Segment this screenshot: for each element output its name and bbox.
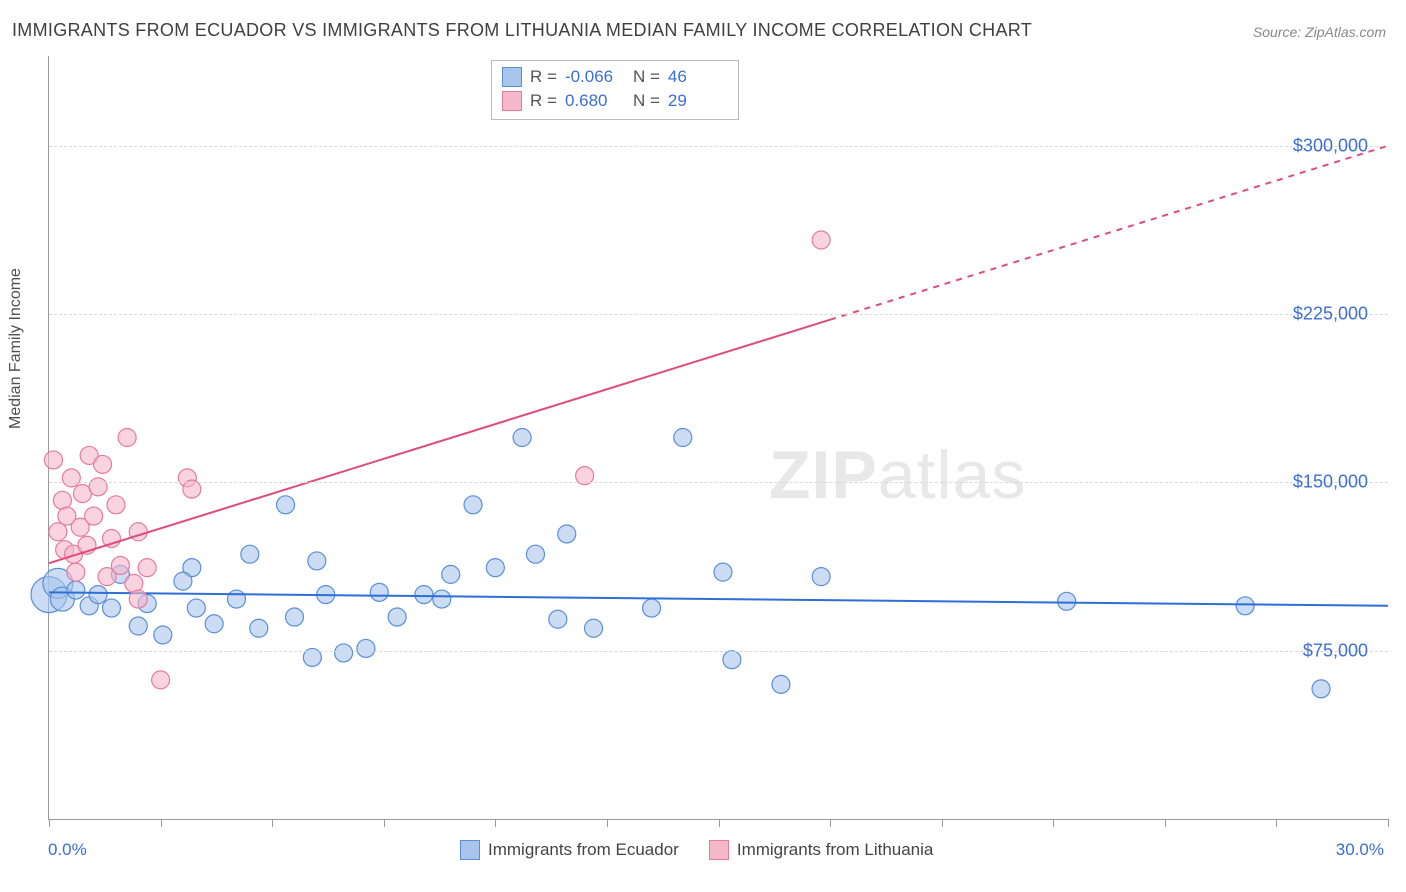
x-tick [1388, 819, 1389, 827]
x-max-label: 30.0% [1336, 840, 1384, 860]
chart-title: IMMIGRANTS FROM ECUADOR VS IMMIGRANTS FR… [12, 20, 1032, 41]
data-point [85, 507, 103, 525]
x-tick [49, 819, 50, 827]
data-point [94, 455, 112, 473]
x-tick [161, 819, 162, 827]
data-point [174, 572, 192, 590]
x-tick [719, 819, 720, 827]
data-point [250, 619, 268, 637]
trend-line-extrapolated [830, 146, 1388, 320]
y-axis-label: Median Family Income [7, 268, 25, 429]
data-point [1236, 597, 1254, 615]
data-point [67, 581, 85, 599]
data-point [187, 599, 205, 617]
chart-container: IMMIGRANTS FROM ECUADOR VS IMMIGRANTS FR… [0, 0, 1406, 892]
data-point [812, 568, 830, 586]
x-tick [1276, 819, 1277, 827]
data-point [335, 644, 353, 662]
data-point [89, 586, 107, 604]
data-point [558, 525, 576, 543]
legend-swatch-lithuania [709, 840, 729, 860]
legend-item-lithuania: Immigrants from Lithuania [709, 840, 934, 860]
x-min-label: 0.0% [48, 840, 87, 860]
data-point [62, 469, 80, 487]
x-tick [607, 819, 608, 827]
legend-label: Immigrants from Ecuador [488, 840, 679, 860]
plot-area: ZIPatlas R = -0.066 N = 46 R = 0.680 N =… [48, 56, 1388, 820]
data-point [44, 451, 62, 469]
x-tick [384, 819, 385, 827]
plot-svg [49, 56, 1388, 819]
data-point [674, 429, 692, 447]
data-point [1312, 680, 1330, 698]
data-point [357, 639, 375, 657]
data-point [111, 556, 129, 574]
data-point [118, 429, 136, 447]
data-point [102, 599, 120, 617]
data-point [388, 608, 406, 626]
data-point [205, 615, 223, 633]
data-point [129, 590, 147, 608]
gridline [49, 314, 1388, 315]
data-point [812, 231, 830, 249]
data-point [152, 671, 170, 689]
data-point [442, 565, 460, 583]
data-point [277, 496, 295, 514]
data-point [138, 559, 156, 577]
data-point [49, 523, 67, 541]
y-tick-label: $150,000 [1293, 472, 1368, 493]
gridline [49, 651, 1388, 652]
x-tick [1053, 819, 1054, 827]
x-tick [830, 819, 831, 827]
x-tick [1165, 819, 1166, 827]
data-point [67, 563, 85, 581]
y-tick-label: $300,000 [1293, 135, 1368, 156]
x-tick [942, 819, 943, 827]
source-attribution: Source: ZipAtlas.com [1253, 24, 1386, 40]
data-point [107, 496, 125, 514]
data-point [129, 617, 147, 635]
data-point [513, 429, 531, 447]
gridline [49, 482, 1388, 483]
data-point [464, 496, 482, 514]
data-point [89, 478, 107, 496]
data-point [415, 586, 433, 604]
x-tick [272, 819, 273, 827]
legend-item-ecuador: Immigrants from Ecuador [460, 840, 679, 860]
data-point [549, 610, 567, 628]
data-point [241, 545, 259, 563]
y-tick-label: $225,000 [1293, 304, 1368, 325]
data-point [527, 545, 545, 563]
legend-label: Immigrants from Lithuania [737, 840, 934, 860]
data-point [723, 651, 741, 669]
data-point [370, 583, 388, 601]
data-point [714, 563, 732, 581]
data-point [585, 619, 603, 637]
y-tick-label: $75,000 [1303, 640, 1368, 661]
trend-line [49, 320, 830, 563]
data-point [772, 675, 790, 693]
data-point [433, 590, 451, 608]
data-point [1058, 592, 1076, 610]
legend-swatch-ecuador [460, 840, 480, 860]
data-point [308, 552, 326, 570]
gridline [49, 146, 1388, 147]
data-point [643, 599, 661, 617]
x-tick [495, 819, 496, 827]
data-point [285, 608, 303, 626]
trend-line [49, 592, 1388, 605]
bottom-legend: Immigrants from Ecuador Immigrants from … [460, 840, 933, 860]
data-point [486, 559, 504, 577]
data-point [154, 626, 172, 644]
data-point [227, 590, 245, 608]
